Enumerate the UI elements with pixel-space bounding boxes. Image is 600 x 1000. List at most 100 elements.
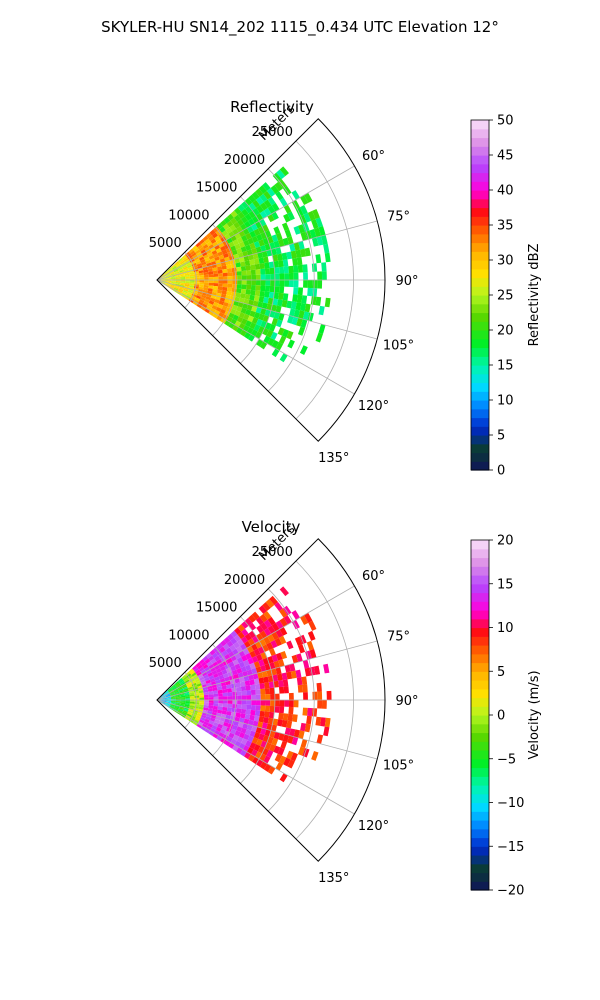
field-cell [174, 285, 180, 289]
field-cell [236, 247, 243, 254]
field-cell [207, 688, 213, 692]
field-cell [318, 305, 325, 316]
field-cell [266, 187, 276, 197]
reflectivity-colorbar-label: Reflectivity dBZ [527, 244, 542, 347]
field-cell [241, 621, 249, 629]
field-cell [275, 305, 282, 313]
field-cell [213, 673, 219, 679]
colorbar-tick-label: 10 [497, 394, 514, 409]
field-cell [210, 658, 217, 665]
field-cell [249, 230, 257, 238]
field-cell [264, 682, 270, 689]
colorbar-segment [471, 155, 489, 165]
field-cell [251, 667, 258, 675]
field-cell [182, 676, 188, 681]
field-cell [246, 669, 253, 676]
field-cell [272, 172, 282, 183]
velocity-azimuth-ticks: 60° 75° 90° 105° 120° 135° [318, 569, 418, 886]
field-cell [221, 710, 227, 715]
field-cell [217, 269, 223, 274]
field-cell [183, 269, 189, 273]
field-cell [174, 681, 179, 686]
field-cell [191, 252, 197, 257]
field-cell [217, 251, 224, 257]
field-cell [216, 315, 223, 322]
field-cell [251, 215, 260, 224]
field-cell [259, 218, 267, 227]
field-cell [299, 195, 309, 206]
field-cell [251, 280, 257, 286]
field-cell [250, 689, 256, 696]
field-cell [221, 305, 228, 311]
field-cell [284, 700, 290, 707]
field-cell [213, 282, 219, 287]
azimuth-gridline [156, 220, 378, 281]
colorbar-segment [471, 557, 489, 567]
field-cell [172, 686, 177, 690]
field-cell [223, 216, 231, 224]
field-cell [198, 272, 204, 276]
field-cell [175, 700, 181, 703]
field-cell [287, 339, 295, 349]
field-cell [240, 261, 246, 267]
field-cell [198, 246, 205, 252]
field-cell [207, 708, 213, 712]
field-cell [260, 705, 266, 712]
field-cell [160, 694, 165, 698]
field-cell [291, 190, 300, 200]
field-cell [258, 239, 265, 247]
field-cell [187, 711, 193, 716]
field-cell [215, 726, 222, 733]
field-cell [170, 696, 176, 698]
colorbar-segment [471, 811, 489, 821]
field-cell [246, 284, 252, 290]
field-cell [171, 265, 177, 269]
field-cell [283, 213, 291, 223]
field-cell [171, 684, 176, 689]
field-cell [243, 239, 250, 247]
field-cell [286, 640, 294, 650]
field-cell [172, 266, 177, 270]
field-cell [203, 301, 209, 306]
field-cell [288, 700, 294, 708]
field-cell [195, 680, 202, 685]
field-cell [193, 287, 199, 291]
field-cell [311, 751, 319, 761]
field-cell [192, 266, 199, 271]
field-cell [229, 224, 237, 232]
field-cell [220, 665, 226, 672]
field-cell [182, 256, 188, 261]
field-cell [311, 288, 318, 297]
azimuth-tick-label: 75° [387, 629, 410, 644]
field-cell [169, 271, 175, 275]
colorbar-segment [471, 181, 489, 191]
field-cell [259, 638, 267, 647]
field-cell [214, 244, 221, 251]
field-cell [211, 652, 219, 659]
field-cell [199, 282, 205, 285]
field-cell [203, 254, 209, 259]
colorbar-tick-label: 0 [497, 464, 505, 479]
field-cell [248, 194, 256, 203]
field-cell [270, 724, 277, 732]
field-cell [207, 252, 214, 257]
field-cell [277, 747, 285, 756]
colorbar-segment [471, 723, 489, 734]
field-cell [230, 308, 237, 315]
field-cell [203, 721, 209, 726]
field-cell [216, 289, 223, 294]
field-cell [184, 705, 190, 709]
field-cell [184, 679, 190, 684]
field-cell [258, 257, 265, 264]
field-cell [318, 226, 326, 237]
field-cell [185, 280, 191, 282]
field-cell [209, 678, 216, 683]
field-cell [241, 738, 248, 745]
field-cell [278, 335, 287, 345]
field-cell [186, 253, 192, 258]
field-cell [248, 299, 254, 306]
field-cell [257, 721, 264, 729]
field-cell [304, 667, 311, 677]
field-cell [303, 280, 308, 288]
field-cell [166, 700, 172, 703]
